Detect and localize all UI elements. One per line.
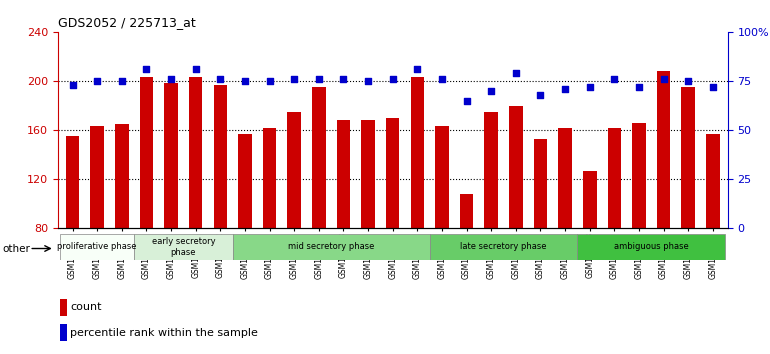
Bar	[356, 234, 380, 260]
Point	[387, 76, 399, 82]
Bar	[164, 84, 178, 228]
Text: mid secretory phase: mid secretory phase	[288, 242, 374, 251]
Bar	[60, 324, 66, 341]
Point	[263, 78, 276, 84]
Bar	[558, 128, 572, 228]
Bar	[504, 234, 528, 260]
Point	[534, 92, 547, 98]
Bar	[701, 234, 725, 260]
Bar	[361, 120, 375, 228]
Bar	[183, 234, 208, 260]
Bar	[632, 123, 646, 228]
Bar	[380, 234, 405, 260]
Bar	[238, 134, 252, 228]
Bar	[479, 234, 504, 260]
Text: proliferative phase: proliferative phase	[58, 242, 137, 251]
Bar	[134, 234, 233, 260]
Bar	[553, 234, 578, 260]
Point	[337, 76, 350, 82]
Point	[411, 66, 424, 72]
Bar	[681, 87, 695, 228]
Text: GDS2052 / 225713_at: GDS2052 / 225713_at	[58, 16, 196, 29]
Bar	[134, 234, 159, 260]
Point	[510, 70, 522, 76]
Bar	[336, 120, 350, 228]
Bar	[657, 71, 671, 228]
Point	[165, 76, 177, 82]
Bar	[65, 136, 79, 228]
Bar	[435, 126, 449, 228]
Bar	[651, 234, 676, 260]
Bar	[454, 234, 479, 260]
Bar	[509, 105, 523, 228]
Bar	[312, 87, 326, 228]
Text: percentile rank within the sample: percentile rank within the sample	[70, 328, 258, 338]
Bar	[287, 112, 301, 228]
Bar	[306, 234, 331, 260]
Point	[682, 78, 695, 84]
Point	[66, 82, 79, 88]
Point	[436, 76, 448, 82]
Text: late secretory phase: late secretory phase	[460, 242, 547, 251]
Point	[362, 78, 374, 84]
Bar	[263, 128, 276, 228]
Point	[584, 84, 596, 90]
Bar	[139, 77, 153, 228]
Bar	[405, 234, 430, 260]
Bar	[60, 234, 85, 260]
Bar	[430, 234, 578, 260]
Point	[140, 66, 152, 72]
Bar	[627, 234, 651, 260]
Bar	[233, 234, 430, 260]
Bar	[602, 234, 627, 260]
Bar	[115, 124, 129, 228]
Point	[460, 98, 473, 103]
Text: early secretory
phase: early secretory phase	[152, 237, 215, 257]
Bar	[282, 234, 306, 260]
Bar	[208, 234, 233, 260]
Bar	[583, 171, 597, 228]
Point	[91, 78, 103, 84]
Bar	[608, 128, 621, 228]
Bar	[578, 234, 725, 260]
Text: other: other	[2, 244, 30, 254]
Bar	[410, 77, 424, 228]
Bar	[386, 118, 400, 228]
Bar	[109, 234, 134, 260]
Bar	[331, 234, 356, 260]
Bar	[430, 234, 454, 260]
Bar	[257, 234, 282, 260]
Bar	[460, 194, 474, 228]
Point	[485, 88, 497, 94]
Bar	[85, 234, 109, 260]
Point	[608, 76, 621, 82]
Point	[559, 86, 571, 92]
Point	[313, 76, 325, 82]
Point	[239, 78, 251, 84]
Point	[288, 76, 300, 82]
Bar	[90, 126, 104, 228]
Bar	[233, 234, 257, 260]
Point	[633, 84, 645, 90]
Bar	[189, 77, 203, 228]
Point	[658, 76, 670, 82]
Bar	[159, 234, 183, 260]
Bar	[484, 112, 498, 228]
Bar	[528, 234, 553, 260]
Bar	[60, 234, 134, 260]
Bar	[706, 134, 720, 228]
Point	[189, 66, 202, 72]
Bar	[534, 139, 547, 228]
Text: count: count	[70, 302, 102, 312]
Bar	[213, 85, 227, 228]
Bar	[578, 234, 602, 260]
Bar	[676, 234, 701, 260]
Text: ambiguous phase: ambiguous phase	[614, 242, 688, 251]
Bar	[60, 299, 66, 316]
Point	[214, 76, 226, 82]
Point	[116, 78, 128, 84]
Point	[707, 84, 719, 90]
